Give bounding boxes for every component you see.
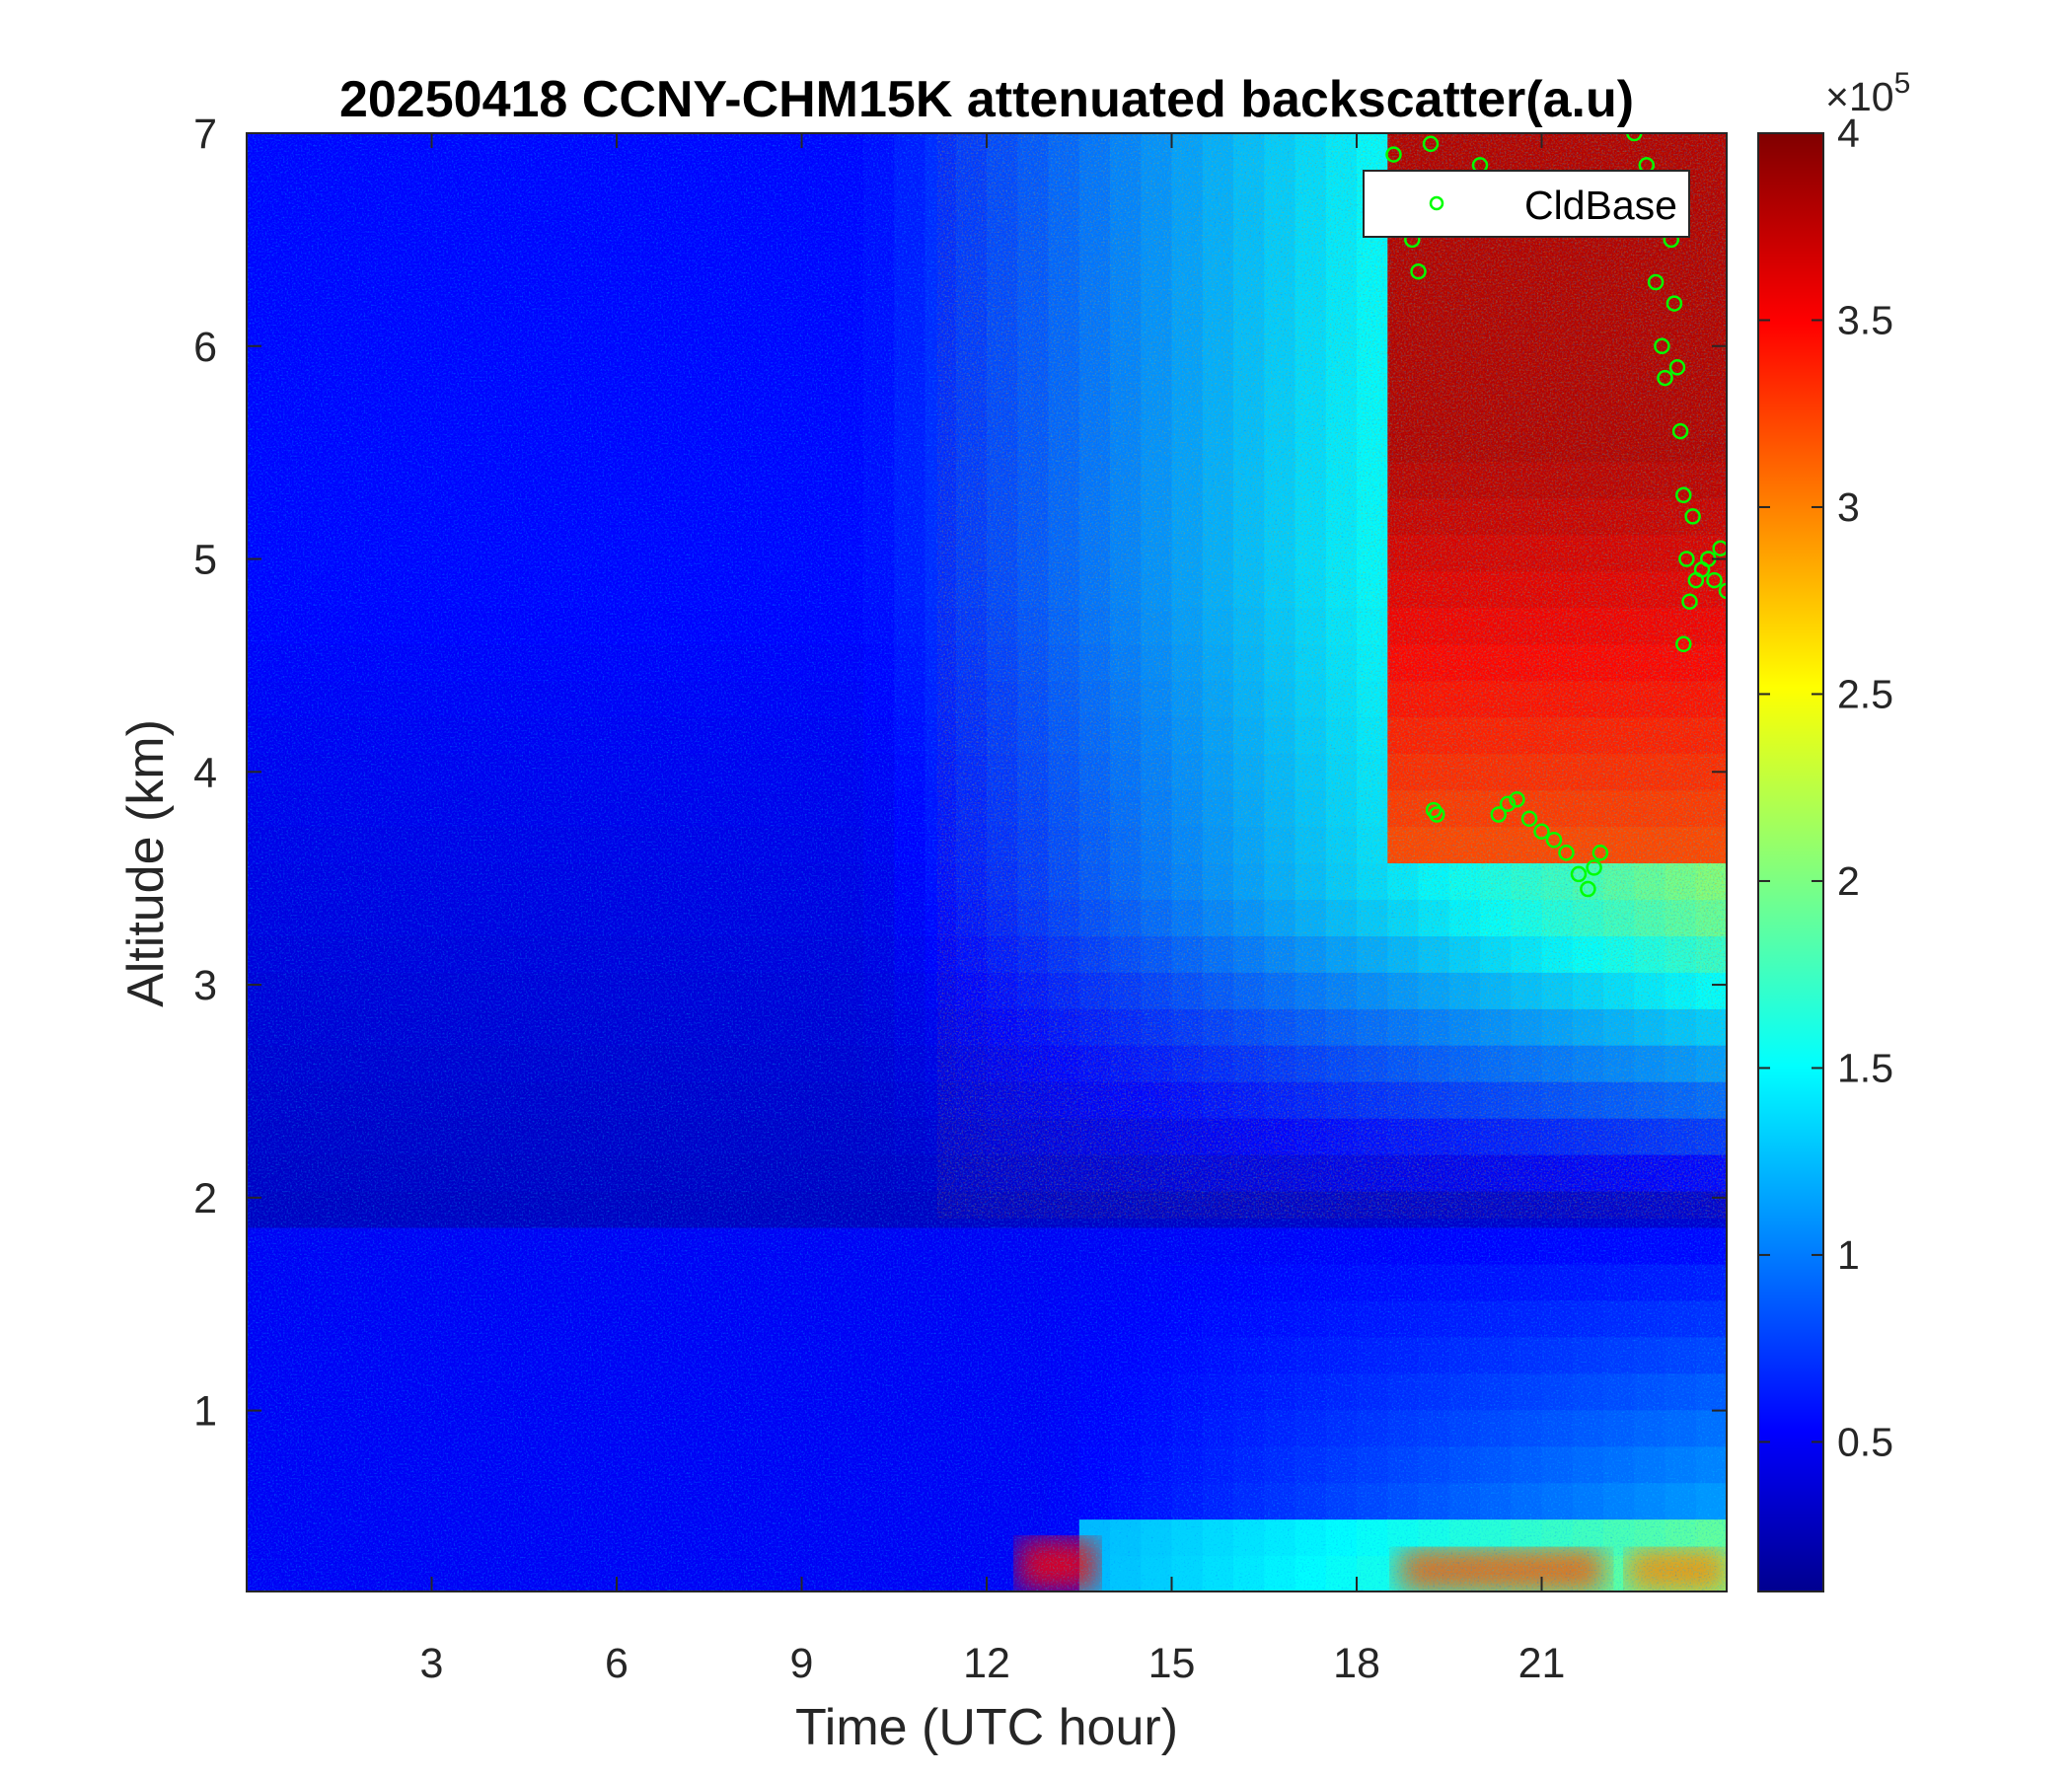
legend-marker-cldbase [1429,195,1444,211]
cldbase-point [1490,806,1508,823]
cldbase-point [1654,337,1670,355]
cldbase-point [1499,795,1517,812]
y-axis: 1 2 3 4 5 6 7 [193,111,1727,1436]
x-axis: 3 6 9 12 15 18 21 [420,133,1566,1687]
x-tick-label: 3 [420,1640,444,1687]
x-tick-label: 6 [605,1640,629,1687]
y-tick-label: 6 [193,324,217,371]
cldbase-point [1422,135,1440,153]
y-tick-label: 2 [193,1175,217,1222]
colorbar-tick-label: 3.5 [1837,297,1893,342]
x-tick-label: 21 [1518,1640,1566,1687]
cldbase-point [1586,859,1602,876]
cldbase-point [1718,582,1727,600]
colorbar-tick-label: 1.5 [1837,1045,1893,1090]
cldbase-point [1429,806,1445,823]
cldbase-series [1385,133,1727,898]
y-tick-label: 5 [193,537,217,584]
x-tick-label: 18 [1333,1640,1380,1687]
cldbase-point [1706,571,1723,589]
legend-box [1363,170,1690,238]
cldbase-point [1684,508,1701,525]
cldbase-point [1545,832,1563,849]
colorbar-tick-label: 2.5 [1837,671,1893,716]
cldbase-point [1671,422,1689,440]
cldbase-point [1520,810,1538,828]
x-tick-label: 15 [1148,1640,1196,1687]
cldbase-point [1681,593,1698,610]
cldbase-point [1509,791,1525,808]
colorbar-tick-label: 1 [1837,1232,1860,1278]
cldbase-point [1410,262,1427,280]
y-tick-label: 4 [193,749,217,796]
y-tick-label: 7 [193,111,217,158]
cldbase-point [1591,845,1609,861]
colorbar-exponent: ×105 [1825,67,1910,119]
x-axis-label: Time (UTC hour) [795,1699,1178,1756]
cldbase-point [1558,845,1575,861]
colorbar-gradient [1757,132,1824,1592]
colorbar-tick-label: 4 [1837,111,1860,156]
legend: CldBase [1363,170,1690,238]
x-tick-label: 12 [963,1640,1010,1687]
cldbase-point [1678,551,1695,567]
cldbase-point [1712,540,1727,556]
cldbase-point [1647,273,1665,291]
legend-label-cldbase: CldBase [1524,183,1677,228]
plot-area [247,133,1727,1591]
cldbase-point [1580,880,1596,898]
y-tick-label: 1 [193,1388,217,1436]
cldbase-point [1675,486,1692,504]
y-axis-label: Altitude (km) [117,719,175,1007]
noise-texture-upper-right [937,133,1727,1219]
cldbase-point [1657,369,1673,387]
colorbar-tick-label: 3 [1837,484,1860,530]
x-tick-label: 9 [790,1640,814,1687]
colorbar-tick-label: 0.5 [1837,1419,1893,1464]
cldbase-point [1668,359,1686,376]
cldbase-point [1675,635,1692,653]
colorbar-ticks: 0.5 1 1.5 2 2.5 3 3.5 4 [1758,111,1893,1464]
cldbase-point [1665,295,1683,312]
colorbar: 0.5 1 1.5 2 2.5 3 3.5 4 ×105 [1757,67,1910,1592]
colorbar-tick-label: 2 [1837,858,1860,904]
chart-title: 20250418 CCNY-CHM15K attenuated backscat… [339,71,1634,128]
y-tick-label: 3 [193,962,217,1009]
cldbase-point [1385,146,1402,163]
cldbase-point [1570,865,1588,883]
cldbase-point [1626,133,1643,142]
cldbase-point [1533,823,1550,840]
